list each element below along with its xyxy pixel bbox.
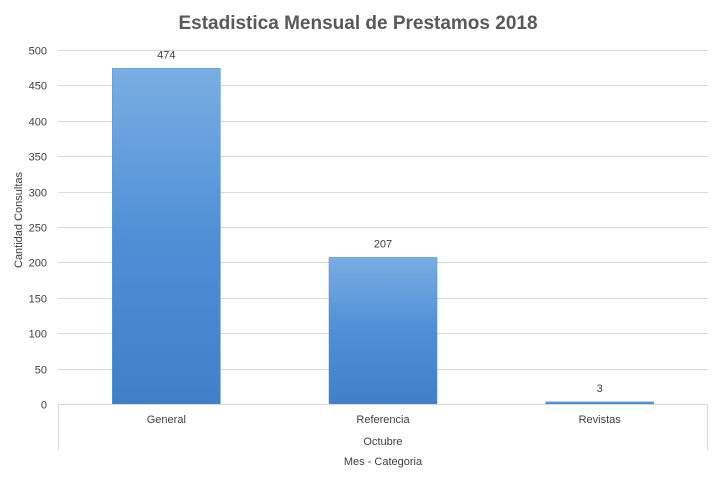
bar-referencia	[328, 257, 438, 405]
y-tick-label: 250	[29, 223, 47, 235]
data-label: 474	[157, 49, 175, 61]
y-tick-label: 0	[41, 400, 47, 412]
y-axis-ticks: 0 50 100 150 200 250 300 350 400 450 500	[29, 46, 47, 412]
chart-title: Estadistica Mensual de Prestamos 2018	[178, 13, 537, 34]
x-category-label: General	[147, 414, 186, 426]
x-axis-title: Mes - Categoria	[344, 456, 423, 468]
y-axis-title: Cantidad Consultas	[13, 172, 25, 269]
data-label: 3	[597, 383, 603, 395]
bar-revistas	[545, 401, 654, 405]
y-tick-label: 500	[29, 46, 47, 58]
y-tick-label: 350	[29, 152, 47, 164]
data-labels: 474 207 3	[157, 49, 603, 394]
y-tick-label: 400	[29, 117, 47, 129]
data-label: 207	[374, 238, 392, 250]
bars	[112, 68, 654, 405]
y-tick-label: 150	[29, 294, 47, 306]
bar-general	[112, 68, 221, 405]
x-category-label: Revistas	[579, 414, 622, 426]
y-tick-label: 200	[29, 258, 47, 270]
y-tick-label: 50	[35, 365, 47, 377]
x-axis: General Referencia Revistas	[58, 404, 708, 450]
y-tick-label: 100	[29, 329, 47, 341]
x-category-label: Referencia	[356, 414, 410, 426]
x-axis-group-label: Octubre	[363, 436, 402, 448]
y-tick-label: 450	[29, 81, 47, 93]
y-tick-label: 300	[29, 188, 47, 200]
